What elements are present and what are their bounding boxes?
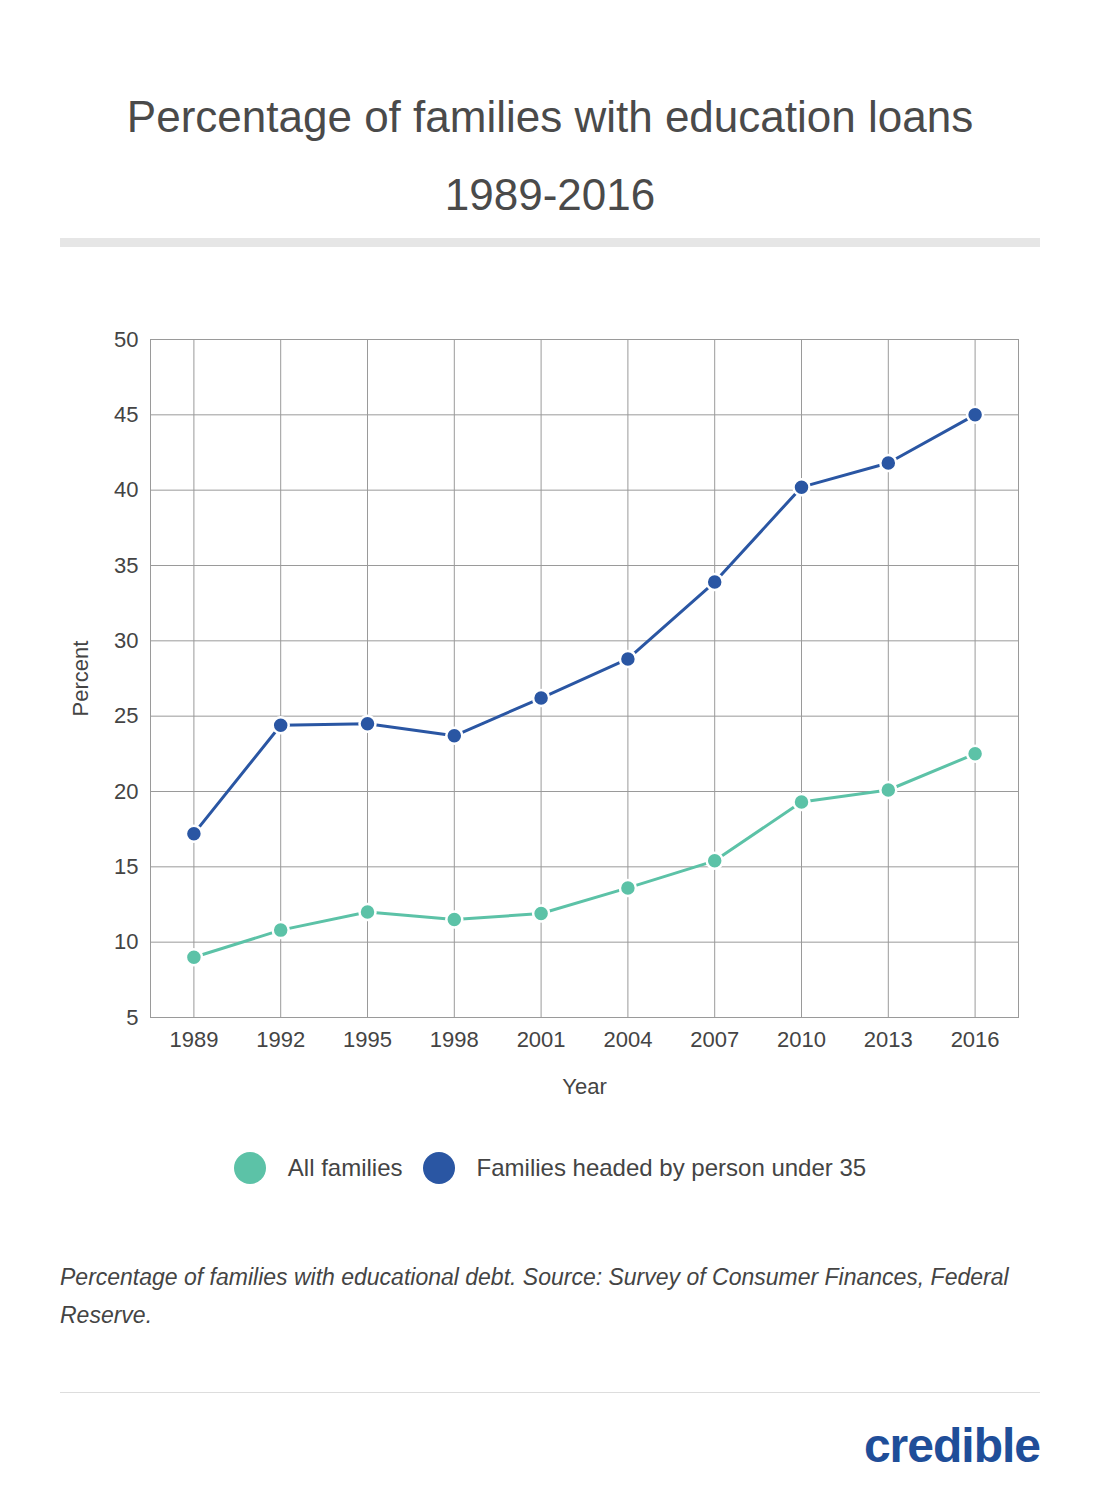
svg-text:Year: Year [562,1074,606,1099]
svg-text:45: 45 [114,402,138,427]
svg-text:2010: 2010 [777,1027,826,1052]
svg-text:1998: 1998 [430,1027,479,1052]
svg-text:2013: 2013 [864,1027,913,1052]
svg-text:1995: 1995 [343,1027,392,1052]
svg-text:Percent: Percent [68,641,93,717]
svg-text:1989: 1989 [169,1027,218,1052]
svg-text:2007: 2007 [690,1027,739,1052]
svg-text:30: 30 [114,628,138,653]
svg-text:5: 5 [126,1005,138,1030]
svg-text:1992: 1992 [256,1027,305,1052]
html-text:Percentage of families with ed: Percentage of families with educational … [60,1264,1009,1328]
svg-text:15: 15 [114,854,138,879]
html-text:Percentage of families with ed: Percentage of families with education lo… [126,92,974,219]
svg-text:2001: 2001 [517,1027,566,1052]
html-text:Families headed by person unde: Families headed by person under 35 [476,1154,867,1181]
html-text:All families: All families [287,1154,403,1181]
svg-text:2004: 2004 [603,1027,652,1052]
svg-text:2016: 2016 [951,1027,1000,1052]
svg-text:20: 20 [114,779,138,804]
svg-text:40: 40 [114,477,138,502]
svg-text:10: 10 [114,929,138,954]
html-text:credible: credible [863,1419,1040,1472]
svg-text:25: 25 [114,703,138,728]
svg-text:50: 50 [114,327,138,352]
svg-text:35: 35 [114,553,138,578]
